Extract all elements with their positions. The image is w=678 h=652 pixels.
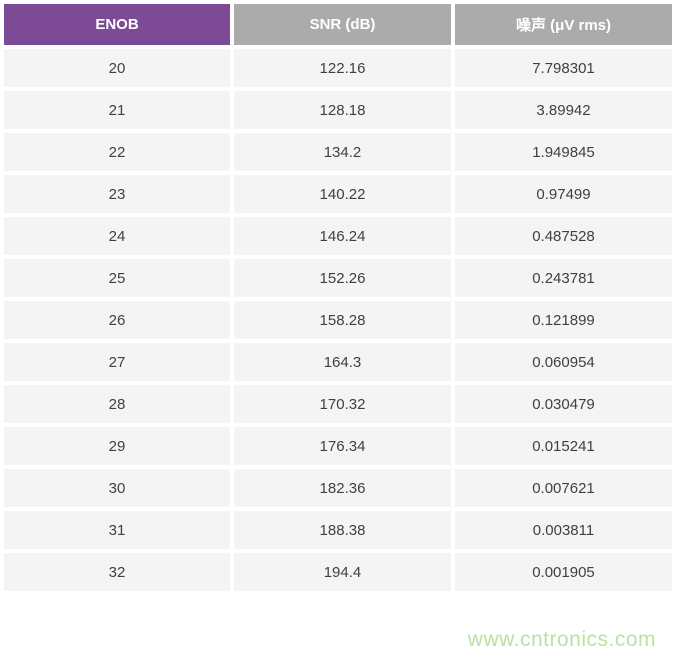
noise-cell: 0.97499 [455,175,672,213]
noise-cell: 1.949845 [455,133,672,171]
table-row: 24 146.24 0.487528 [4,217,672,255]
snr-cell: 122.16 [234,49,451,87]
enob-cell: 25 [4,259,230,297]
table-row: 29 176.34 0.015241 [4,427,672,465]
enob-cell: 27 [4,343,230,381]
noise-cell: 3.89942 [455,91,672,129]
noise-cell: 0.121899 [455,301,672,339]
snr-cell: 158.28 [234,301,451,339]
table-row: 22 134.2 1.949845 [4,133,672,171]
table-row: 28 170.32 0.030479 [4,385,672,423]
snr-cell: 134.2 [234,133,451,171]
noise-cell: 0.001905 [455,553,672,591]
enob-cell: 26 [4,301,230,339]
column-header-enob: ENOB [4,4,230,45]
enob-cell: 23 [4,175,230,213]
table-row: 25 152.26 0.243781 [4,259,672,297]
snr-cell: 182.36 [234,469,451,507]
snr-cell: 188.38 [234,511,451,549]
table-row: 23 140.22 0.97499 [4,175,672,213]
enob-cell: 32 [4,553,230,591]
watermark: www.cntronics.com [467,628,656,651]
table-row: 32 194.4 0.001905 [4,553,672,591]
header-row: ENOB SNR (dB) 噪声 (μV rms) [4,4,672,45]
snr-cell: 128.18 [234,91,451,129]
noise-cell: 0.487528 [455,217,672,255]
snr-cell: 176.34 [234,427,451,465]
snr-cell: 194.4 [234,553,451,591]
enob-cell: 22 [4,133,230,171]
table-body: 20 122.16 7.798301 21 128.18 3.89942 22 134.2 1.… [4,49,672,591]
noise-cell: 0.243781 [455,259,672,297]
table-row: 27 164.3 0.060954 [4,343,672,381]
noise-cell: 0.060954 [455,343,672,381]
snr-cell: 146.24 [234,217,451,255]
enob-snr-noise-table: ENOB SNR (dB) 噪声 (μV rms) 20 122.16 7.7983… [4,4,672,591]
table-row: 21 128.18 3.89942 [4,91,672,129]
table-header: ENOB SNR (dB) 噪声 (μV rms) [4,4,672,45]
snr-cell: 170.32 [234,385,451,423]
table-container: ENOB SNR (dB) 噪声 (μV rms) 20 122.16 7.7983… [4,4,672,591]
enob-cell: 21 [4,91,230,129]
enob-cell: 29 [4,427,230,465]
enob-cell: 28 [4,385,230,423]
noise-cell: 0.003811 [455,511,672,549]
table-row: 26 158.28 0.121899 [4,301,672,339]
noise-cell: 0.007621 [455,469,672,507]
snr-cell: 140.22 [234,175,451,213]
noise-cell: 0.015241 [455,427,672,465]
column-header-noise: 噪声 (μV rms) [455,4,672,45]
noise-cell: 0.030479 [455,385,672,423]
table-row: 31 188.38 0.003811 [4,511,672,549]
enob-cell: 24 [4,217,230,255]
enob-cell: 31 [4,511,230,549]
table-row: 20 122.16 7.798301 [4,49,672,87]
table-row: 30 182.36 0.007621 [4,469,672,507]
noise-cell: 7.798301 [455,49,672,87]
column-header-snr: SNR (dB) [234,4,451,45]
snr-cell: 152.26 [234,259,451,297]
enob-cell: 20 [4,49,230,87]
enob-cell: 30 [4,469,230,507]
snr-cell: 164.3 [234,343,451,381]
